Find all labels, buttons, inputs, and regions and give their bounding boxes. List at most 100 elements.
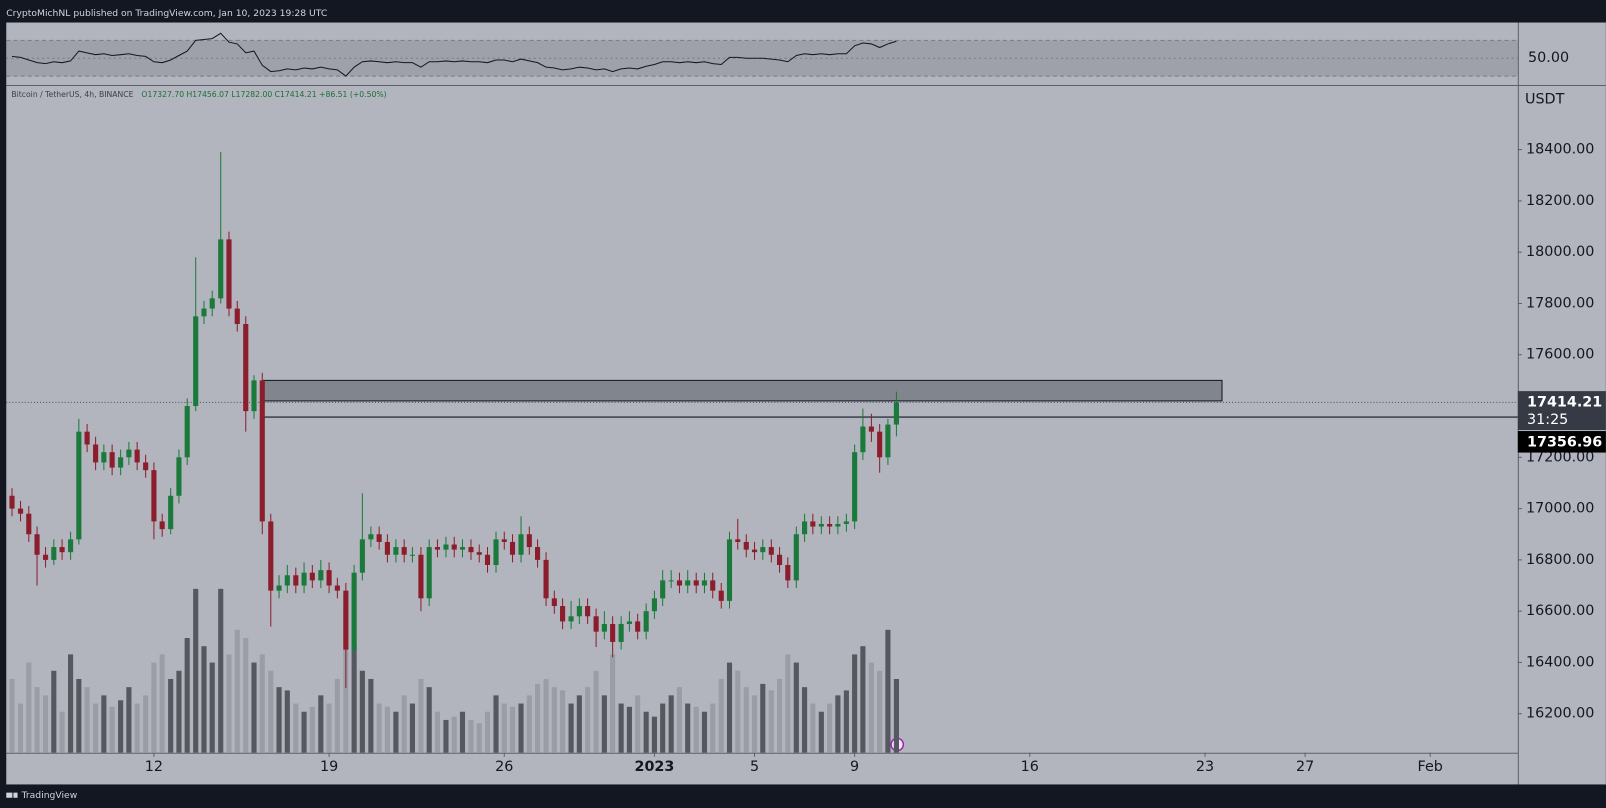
volume-bar bbox=[218, 588, 224, 753]
x-tick-label: 19 bbox=[320, 759, 338, 775]
candle-body bbox=[534, 547, 541, 560]
candle-body bbox=[568, 616, 574, 622]
candle-body bbox=[484, 554, 491, 566]
candle-body bbox=[84, 431, 90, 445]
candle-body bbox=[668, 580, 674, 582]
volume-bar bbox=[376, 703, 382, 753]
candle-body bbox=[651, 598, 657, 612]
candle-body bbox=[610, 623, 616, 642]
candle-body bbox=[468, 547, 474, 553]
volume-bar bbox=[668, 695, 674, 753]
candle-body bbox=[226, 239, 232, 309]
candle-body bbox=[9, 495, 15, 509]
level-label: 17356.96 bbox=[1527, 434, 1602, 450]
candle-body bbox=[501, 539, 507, 542]
candle-body bbox=[268, 521, 274, 591]
candle-body bbox=[76, 431, 82, 540]
candle-body bbox=[201, 308, 207, 317]
candle-body bbox=[593, 616, 599, 632]
candle-body bbox=[51, 547, 57, 560]
x-tick-label: 9 bbox=[850, 759, 859, 775]
volume-bar bbox=[93, 703, 99, 753]
volume-bar bbox=[726, 662, 733, 753]
volume-bar bbox=[601, 695, 607, 753]
candle-body bbox=[810, 521, 816, 527]
author-line: CryptoMichNL published on TradingView.co… bbox=[6, 8, 327, 19]
candle-body bbox=[827, 523, 833, 527]
candle-body bbox=[384, 541, 390, 555]
candle-body bbox=[543, 559, 549, 599]
volume-bar bbox=[301, 711, 307, 753]
candle-body bbox=[168, 495, 174, 530]
candle-body bbox=[42, 554, 49, 560]
y-tick-label: 17000.00 bbox=[1526, 501, 1594, 517]
volume-bar bbox=[409, 703, 415, 753]
last-price-label: 17414.21 bbox=[1527, 394, 1602, 410]
volume-bar bbox=[693, 706, 699, 753]
candle-body bbox=[259, 380, 265, 522]
candle-body bbox=[34, 534, 40, 555]
candle-body bbox=[476, 552, 482, 555]
volume-bar bbox=[676, 687, 683, 753]
volume-bar bbox=[835, 695, 841, 753]
candle-body bbox=[343, 590, 349, 650]
volume-bar bbox=[710, 703, 716, 753]
candle-body bbox=[284, 575, 290, 586]
volume-bar bbox=[568, 703, 574, 753]
volume-bar bbox=[610, 654, 616, 753]
volume-bar bbox=[401, 695, 407, 753]
volume-bar bbox=[534, 683, 541, 753]
volume-bars bbox=[9, 588, 899, 753]
candle-body bbox=[184, 406, 190, 458]
volume-bar bbox=[626, 706, 632, 753]
candle-body bbox=[868, 426, 874, 432]
volume-bar bbox=[34, 687, 40, 753]
candle-body bbox=[368, 534, 374, 540]
volume-bar bbox=[168, 678, 174, 753]
candle-body bbox=[693, 580, 699, 586]
candle-body bbox=[251, 380, 257, 412]
volume-bar bbox=[109, 706, 115, 753]
y-tick-label: 18400.00 bbox=[1526, 142, 1594, 158]
candle-body bbox=[585, 606, 591, 617]
candle-body bbox=[17, 508, 24, 514]
candle-body bbox=[818, 523, 824, 527]
volume-bar bbox=[384, 706, 390, 753]
volume-bar bbox=[585, 687, 591, 753]
symbol-legend: Bitcoin / TetherUS, 4h, BINANCE bbox=[11, 90, 133, 99]
candle-body bbox=[643, 611, 649, 632]
candle-body bbox=[710, 580, 716, 591]
volume-bar bbox=[685, 703, 691, 753]
volume-bar bbox=[718, 678, 724, 753]
candle-body bbox=[434, 547, 441, 550]
candle-body bbox=[518, 534, 524, 555]
volume-bar bbox=[868, 662, 874, 753]
volume-bar bbox=[476, 723, 482, 753]
volume-bar bbox=[501, 703, 507, 753]
candle-body bbox=[493, 539, 499, 566]
candle-body bbox=[526, 534, 532, 548]
candle-body bbox=[426, 547, 432, 599]
volume-bar bbox=[459, 711, 466, 753]
candle-body bbox=[159, 521, 165, 530]
y-tick-label: 16200.00 bbox=[1526, 706, 1594, 722]
candle-body bbox=[735, 539, 741, 542]
x-tick-label: 2023 bbox=[634, 759, 674, 775]
volume-bar bbox=[560, 690, 566, 753]
candle-body bbox=[118, 457, 124, 468]
candle-body bbox=[877, 431, 883, 458]
candle-body bbox=[451, 544, 457, 550]
candle-body bbox=[109, 452, 115, 468]
x-tick-label: 12 bbox=[145, 759, 163, 775]
volume-bar bbox=[176, 670, 182, 753]
candle-body bbox=[151, 470, 157, 522]
volume-bar bbox=[885, 629, 891, 753]
volume-bar bbox=[543, 678, 549, 753]
volume-bar bbox=[234, 629, 240, 753]
candle-body bbox=[418, 554, 424, 599]
volume-bar bbox=[843, 690, 849, 753]
x-tick-label: Feb bbox=[1418, 759, 1443, 775]
candle-body bbox=[334, 585, 340, 591]
y-tick-label: 18200.00 bbox=[1526, 193, 1594, 209]
